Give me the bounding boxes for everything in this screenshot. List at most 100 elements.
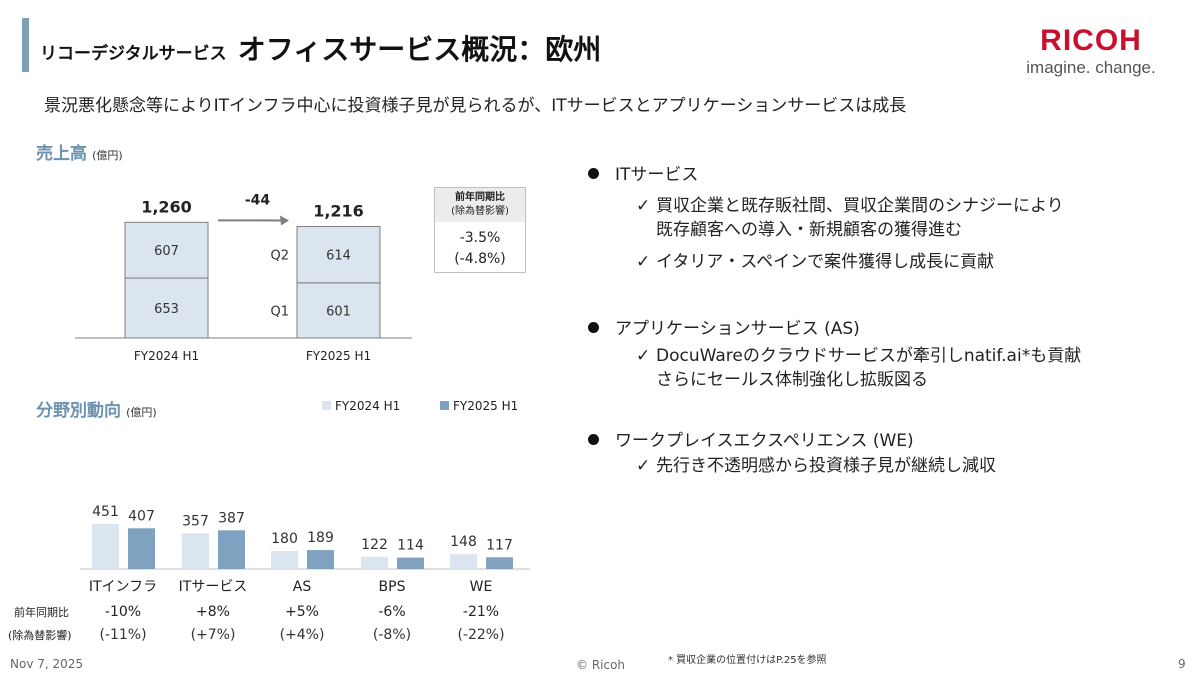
- summary-text: 景況悪化懸念等によりITインフラ中心に投資様子見が見られるが、ITサービスとアプ…: [44, 96, 907, 116]
- bar-fy2024: [450, 554, 477, 569]
- bar-fy2025: [397, 557, 424, 569]
- data-label: 117: [486, 537, 513, 553]
- check-icon: ✓: [636, 196, 651, 216]
- category-label: BPS: [379, 579, 406, 595]
- yoy-fx-label: (-11%): [99, 627, 146, 643]
- bar-fy2025: [486, 557, 513, 569]
- data-label-q1: 653: [154, 302, 179, 317]
- bullet-workplace-experience: ワークプレイスエクスペリエンス (WE): [588, 426, 914, 451]
- segment-label-q1: Q1: [270, 304, 289, 319]
- data-label: 122: [361, 537, 388, 553]
- footer-date: Nov 7, 2025: [10, 657, 84, 671]
- bullet-label: ITサービス: [615, 165, 699, 185]
- diff-label: -44: [245, 192, 271, 208]
- bar-fy2024: [361, 556, 388, 569]
- yoy-box: 前年同期比 (除為替影響) -3.5% (-4.8%): [434, 187, 526, 273]
- bar-segment-q2: [124, 221, 209, 279]
- yoy-label: -21%: [463, 604, 499, 620]
- sub-item: ✓ 先行き不透明感から投資様子見が継続し減収: [636, 454, 996, 478]
- legend-swatch: [440, 401, 449, 410]
- total-label: 1,216: [313, 201, 364, 220]
- sub-line: イタリア・スペインで案件獲得し成長に貢献: [656, 252, 995, 272]
- yoy-label: +8%: [196, 604, 230, 620]
- data-label: 451: [92, 504, 119, 520]
- sub-line: 先行き不透明感から投資様子見が継続し減収: [656, 456, 996, 476]
- bar-fy2024: [271, 551, 298, 569]
- bar-segment-q1: [124, 277, 209, 339]
- category-label: FY2025 H1: [306, 349, 371, 363]
- yoy-fx-label: (+7%): [191, 627, 236, 643]
- sales-chart: 653 607 1,260 FY2024 H1 601 614 1,216 FY2025 H1…: [75, 192, 412, 363]
- logo-tagline: imagine. change.: [1026, 58, 1156, 77]
- data-label: 189: [307, 530, 334, 546]
- segment-label-q2: Q2: [270, 249, 289, 264]
- bullet-label: ワークプレイスエクスペリエンス (WE): [615, 431, 914, 451]
- ricoh-logo: RICOH imagine. change.: [1020, 26, 1162, 78]
- yoy-label: +5%: [285, 604, 319, 620]
- segment-chart: 451 407 ITインフラ -10% (-11%) 357 387 ITサービス +8% (+7…: [8, 399, 530, 643]
- segment-title: 分野別動向: [36, 401, 121, 421]
- bar-segment-q2: [296, 225, 381, 284]
- bullet-dot-icon: [588, 322, 599, 333]
- bullet-it-services: ITサービス: [588, 160, 698, 185]
- footer-note: * 買収企業の位置付けはP.25を参照: [668, 655, 827, 666]
- bar-fy2024: [182, 533, 209, 569]
- yoy-box-value-fx: (-4.8%): [454, 251, 506, 267]
- data-label: 387: [218, 510, 245, 526]
- sub-line: DocuWareのクラウドサービスが牽引しnatif.ai*も貢献: [656, 346, 1082, 366]
- yoy-label: -6%: [378, 604, 405, 620]
- title-prefix: リコーデジタルサービス: [40, 44, 227, 64]
- sub-item: ✓ DocuWareのクラウドサービスが牽引しnatif.ai*も貢献 さらにセー…: [636, 344, 1081, 392]
- sub-item: ✓ イタリア・スペインで案件獲得し成長に貢献: [636, 250, 994, 274]
- bar-fy2024: [92, 523, 119, 569]
- legend-label: FY2024 H1: [335, 399, 400, 413]
- category-label: ITサービス: [179, 579, 248, 595]
- logo-mark: RICOH: [1040, 24, 1142, 57]
- category-label: ITインフラ: [89, 579, 157, 595]
- page-title: リコーデジタルサービス オフィスサービス概況：欧州: [40, 28, 601, 68]
- yoy-box-header: 前年同期比 (除為替影響): [435, 188, 525, 222]
- bar-fy2025: [218, 530, 245, 569]
- data-label-q2: 607: [154, 244, 179, 259]
- footer-copyright: © Ricoh: [576, 658, 626, 672]
- sales-heading: 売上高 (億円): [36, 139, 123, 164]
- data-label-q2: 614: [326, 249, 351, 264]
- yoy-box-value: -3.5%: [459, 230, 501, 246]
- bullet-dot-icon: [588, 434, 599, 445]
- check-icon: ✓: [636, 252, 651, 272]
- total-label: 1,260: [141, 197, 192, 216]
- sub-item: ✓ 買収企業と既存販社間、買収企業間のシナジーにより 既存顧客への導入・新規顧客の…: [636, 194, 1064, 242]
- check-icon: ✓: [636, 456, 651, 476]
- data-label-q1: 601: [326, 304, 351, 319]
- sub-line: 既存顧客への導入・新規顧客の獲得進む: [656, 220, 962, 240]
- row-label-yoy: 前年同期比: [14, 605, 69, 619]
- diff-arrow-head: [280, 215, 289, 226]
- data-label: 114: [397, 538, 424, 554]
- bullet-label: アプリケーションサービス (AS): [615, 319, 860, 339]
- yoy-box-header-line2: (除為替影響): [451, 206, 509, 217]
- data-label: 180: [271, 531, 298, 547]
- bar-fy2025: [307, 550, 334, 569]
- data-label: 407: [128, 508, 155, 524]
- yoy-fx-label: (-8%): [373, 627, 411, 643]
- sales-unit: (億円): [92, 149, 123, 162]
- category-label: WE: [470, 579, 493, 595]
- bullet-dot-icon: [588, 168, 599, 179]
- legend-swatch: [322, 401, 331, 410]
- bullet-application-services: アプリケーションサービス (AS): [588, 314, 860, 339]
- bar-segment-q1: [296, 282, 381, 339]
- check-icon: ✓: [636, 346, 651, 366]
- yoy-fx-label: (-22%): [457, 627, 504, 643]
- title-main: オフィスサービス概況：欧州: [237, 33, 602, 66]
- yoy-fx-label: (+4%): [280, 627, 325, 643]
- data-label: 357: [182, 513, 209, 529]
- yoy-label: -10%: [105, 604, 141, 620]
- bar-fy2025: [128, 528, 155, 569]
- category-label: FY2024 H1: [134, 349, 199, 363]
- sales-title: 売上高: [36, 144, 87, 164]
- category-label: AS: [293, 579, 312, 595]
- yoy-box-header-line1: 前年同期比: [455, 192, 505, 203]
- legend-label: FY2025 H1: [453, 399, 518, 413]
- sub-line: 買収企業と既存販社間、買収企業間のシナジーにより: [656, 196, 1064, 216]
- segment-unit: (億円): [126, 406, 157, 419]
